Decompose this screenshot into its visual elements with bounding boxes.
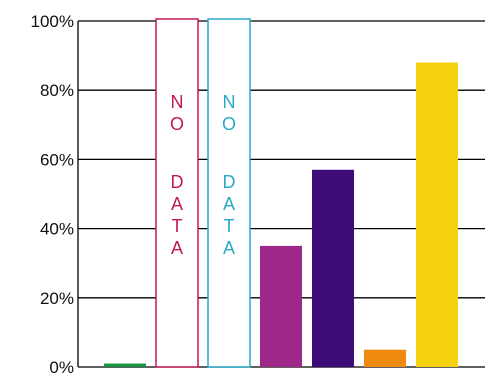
y-tick-label: 60% (40, 150, 74, 169)
no-data-letter: A (171, 194, 183, 214)
no-data-letter: T (224, 216, 235, 236)
y-tick-label: 100% (31, 12, 74, 31)
y-tick-label: 40% (40, 220, 74, 239)
bar (312, 169, 354, 367)
no-data-letter: N (223, 92, 236, 112)
no-data-letter: A (223, 238, 235, 258)
bar (260, 245, 302, 367)
no-data-letter: D (223, 172, 236, 192)
no-data-letter: O (170, 114, 184, 134)
y-tick-label: 80% (40, 81, 74, 100)
no-data-letter: A (223, 194, 235, 214)
bar (364, 349, 406, 367)
no-data-letter: T (172, 216, 183, 236)
no-data-letter: O (222, 114, 236, 134)
no-data-letter: D (171, 172, 184, 192)
bar (104, 363, 146, 367)
no-data-letter: N (171, 92, 184, 112)
y-tick-label: 0% (49, 358, 74, 374)
bar (416, 62, 458, 368)
y-tick-label: 20% (40, 289, 74, 308)
no-data-bar (155, 18, 199, 368)
no-data-letter: A (171, 238, 183, 258)
no-data-bar (207, 18, 251, 368)
